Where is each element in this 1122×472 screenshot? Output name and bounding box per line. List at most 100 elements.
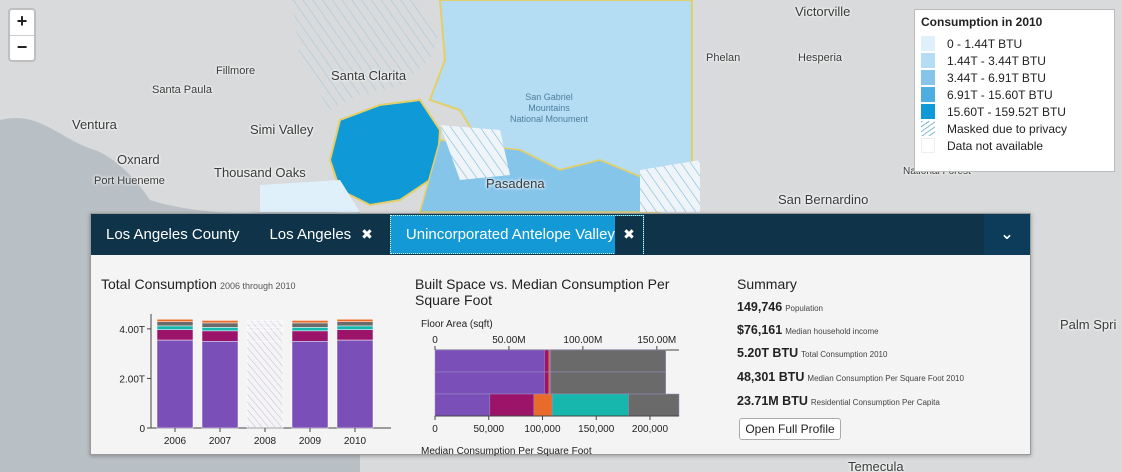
- place-label: Simi Valley: [250, 122, 314, 137]
- zoom-out-button[interactable]: −: [10, 35, 34, 60]
- region-pale: [260, 180, 360, 212]
- tab-label: Los Angeles: [269, 226, 352, 243]
- bottom-tick-label: 150,000: [578, 424, 615, 435]
- area-segment[interactable]: [544, 349, 550, 373]
- area-segment[interactable]: [551, 393, 629, 417]
- stat-value: 48,301 BTU: [737, 370, 805, 384]
- legend-label: 6.91T - 15.60T BTU: [947, 87, 1053, 102]
- legend-item: Data not available: [921, 137, 1108, 154]
- bar-segment[interactable]: [246, 326, 284, 332]
- bar-segment[interactable]: [291, 320, 329, 324]
- bar-segment[interactable]: [201, 327, 239, 332]
- top-tick-label: 50.00M: [492, 335, 525, 346]
- place-label: Ventura: [72, 117, 117, 132]
- area-segment[interactable]: [434, 371, 545, 395]
- bar-segment[interactable]: [336, 321, 374, 327]
- legend-item: 1.44T - 3.44T BTU: [921, 52, 1108, 69]
- place-label: Pasadena: [486, 176, 545, 191]
- area-segment[interactable]: [434, 393, 491, 417]
- bar-segment[interactable]: [201, 330, 239, 342]
- legend-swatch: [921, 53, 935, 68]
- bar-segment[interactable]: [291, 330, 329, 342]
- legend-label: 15.60T - 159.52T BTU: [947, 104, 1066, 119]
- zoom-in-button[interactable]: +: [16, 11, 28, 31]
- area-segment[interactable]: [628, 393, 680, 417]
- summary-stat: 149,746 Population: [737, 300, 823, 314]
- open-full-profile-button[interactable]: Open Full Profile: [739, 418, 841, 440]
- legend-label: 3.44T - 6.91T BTU: [947, 70, 1046, 85]
- bar-segment[interactable]: [246, 330, 284, 342]
- x-tick-label: 2006: [164, 436, 187, 447]
- stat-description: Residential Consumption Per Capita: [810, 398, 940, 407]
- bar-segment[interactable]: [246, 322, 284, 328]
- summary-stat: 48,301 BTU Median Consumption Per Square …: [737, 370, 964, 384]
- median-consumption-axis-label: Median Consumption Per Square Foot: [421, 446, 592, 457]
- tab-label: Los Angeles County: [106, 226, 240, 243]
- top-tick-label: 0: [432, 335, 438, 346]
- x-tick-label: 2007: [209, 436, 232, 447]
- place-label: Port Hueneme: [94, 175, 165, 187]
- bar-segment[interactable]: [156, 318, 194, 322]
- masked-region: [292, 0, 440, 110]
- legend-item: 15.60T - 159.52T BTU: [921, 103, 1108, 120]
- stat-value: 149,746: [737, 300, 783, 314]
- bar-segment[interactable]: [291, 327, 329, 332]
- built-space-chart[interactable]: 0 50.00M 100.00M 150.00M 0 50,000 100,000 150,0…: [415, 330, 715, 450]
- legend-swatch: [921, 36, 935, 51]
- summary-stat: 23.71M BTU Residential Consumption Per Ca…: [737, 394, 940, 408]
- bar-segment[interactable]: [201, 341, 239, 429]
- built-space-title: Built Space vs. Median Consumption Per S…: [415, 276, 670, 308]
- masked-city: [440, 125, 510, 180]
- bar-segment[interactable]: [156, 321, 194, 327]
- bar-segment[interactable]: [201, 320, 239, 324]
- bar-segment[interactable]: [156, 339, 194, 429]
- place-label: Palm Spri: [1060, 317, 1117, 332]
- bar-segment[interactable]: [156, 325, 194, 330]
- place-label: Hesperia: [798, 52, 843, 64]
- tab-bar: Los Angeles County Los Angeles ✖ Unincorpor…: [91, 214, 1030, 255]
- bar-segment[interactable]: [156, 329, 194, 341]
- area-segment[interactable]: [550, 371, 666, 395]
- bar-segment[interactable]: [246, 320, 284, 324]
- floor-area-axis-label: Floor Area (sqft): [421, 319, 493, 330]
- bar-segment[interactable]: [336, 339, 374, 429]
- bar-segment[interactable]: [201, 322, 239, 328]
- bottom-tick-label: 200,000: [632, 424, 669, 435]
- legend-label: Masked due to privacy: [947, 121, 1068, 136]
- bottom-tick-label: 50,000: [473, 424, 504, 435]
- legend-label: Data not available: [947, 138, 1044, 153]
- x-tick-label: 2010: [344, 436, 367, 447]
- collapse-chevron-icon[interactable]: ⌄: [984, 214, 1030, 255]
- stat-description: Median household income: [785, 327, 879, 336]
- area-segment[interactable]: [544, 371, 550, 395]
- bar-segment[interactable]: [291, 341, 329, 429]
- place-label: Thousand Oaks: [214, 165, 306, 180]
- legend-label: 0 - 1.44T BTU: [947, 36, 1023, 51]
- area-segment[interactable]: [533, 393, 553, 417]
- place-label: Temecula: [848, 459, 904, 472]
- stat-description: Total Consumption 2010: [801, 350, 888, 359]
- bottom-tick-label: 100,000: [524, 424, 561, 435]
- area-segment[interactable]: [434, 349, 545, 373]
- bar-segment[interactable]: [336, 329, 374, 341]
- tab-los-angeles-county[interactable]: Los Angeles County: [91, 214, 254, 255]
- bar-segment[interactable]: [336, 318, 374, 322]
- area-segment[interactable]: [550, 349, 666, 373]
- tab-unincorporated-antelope-valley[interactable]: Unincorporated Antelope Valley ✖: [389, 215, 644, 255]
- legend-title: Consumption in 2010: [921, 15, 1043, 29]
- masked-east: [640, 160, 700, 212]
- total-consumption-chart[interactable]: 0 2.00T 4.00T 2006 2007 2008 2009 2010: [111, 302, 396, 450]
- profile-panel: Los Angeles County Los Angeles ✖ Unincorpor…: [90, 213, 1031, 457]
- area-segment[interactable]: [489, 393, 535, 417]
- y-tick-label: 2.00T: [119, 374, 145, 385]
- place-label: Victorville: [795, 4, 851, 19]
- stat-value: $76,161: [737, 323, 783, 337]
- bar-segment[interactable]: [291, 322, 329, 328]
- top-tick-label: 150.00M: [637, 335, 676, 346]
- bar-segment[interactable]: [246, 341, 284, 429]
- legend-swatch: [921, 70, 935, 85]
- tab-los-angeles[interactable]: Los Angeles ✖: [254, 214, 387, 255]
- close-icon[interactable]: ✖: [614, 216, 643, 255]
- close-icon[interactable]: ✖: [361, 226, 373, 242]
- bar-segment[interactable]: [336, 325, 374, 330]
